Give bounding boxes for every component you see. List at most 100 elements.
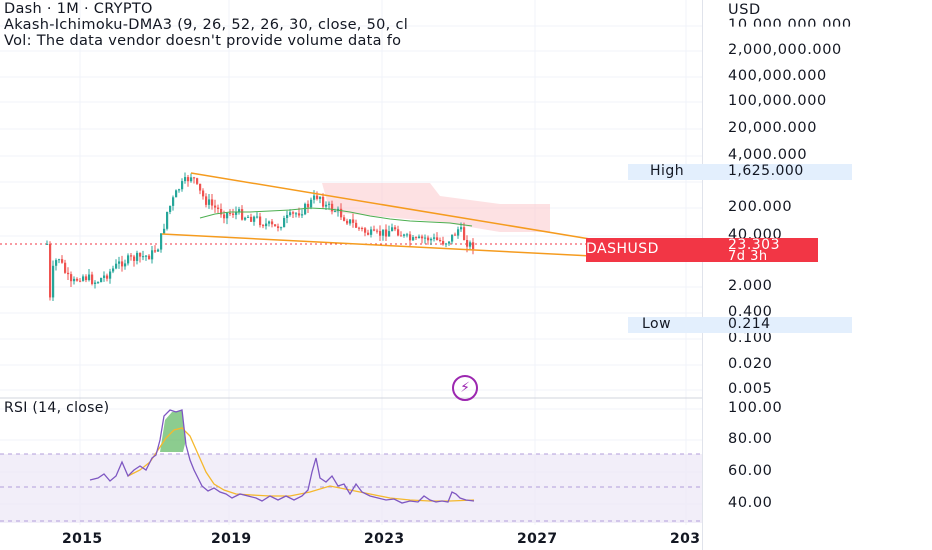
candle-body — [157, 249, 160, 252]
price-tick: 2,000,000.000 — [728, 42, 842, 58]
price-tick: 4,000.000 — [728, 147, 808, 163]
candle-body — [301, 214, 304, 216]
candle-body — [118, 261, 121, 264]
candle-body — [355, 222, 358, 228]
candle-body — [208, 199, 211, 205]
price-tick: 0.100 — [728, 330, 773, 346]
candle-body — [448, 241, 451, 244]
candle-body — [154, 250, 157, 252]
candle-body — [331, 203, 334, 212]
candle-body — [343, 217, 346, 221]
price-chart-canvas[interactable] — [0, 0, 702, 550]
price-axis[interactable] — [702, 0, 932, 550]
candle-body — [382, 229, 385, 236]
high-value: 1,625.000 — [728, 163, 804, 179]
price-tick: 0.400 — [728, 304, 773, 320]
candle-body — [358, 227, 361, 229]
candle-body — [124, 263, 127, 267]
price-tag-symbol: DASHUSD — [586, 241, 659, 257]
rsi-ma-line — [127, 427, 475, 502]
low-value: 0.214 — [728, 316, 771, 332]
price-tick: 0.005 — [728, 381, 773, 397]
candle-body — [55, 260, 58, 266]
candle-body — [190, 177, 193, 182]
lightning-icon[interactable]: ⚡ — [452, 375, 478, 401]
candle-body — [103, 275, 106, 279]
candle-body — [73, 278, 76, 282]
candle-body — [322, 196, 325, 207]
candle-body — [460, 227, 463, 230]
candle-body — [361, 228, 364, 230]
candle-body — [280, 227, 283, 229]
price-tick: 0.020 — [728, 356, 773, 372]
candle-body — [418, 236, 421, 239]
candle-body — [196, 178, 199, 184]
price-tick: 400,000.000 — [728, 68, 827, 84]
candle-body — [346, 220, 349, 224]
rsi-tick: 40.00 — [728, 495, 773, 511]
candle-body — [406, 234, 409, 236]
symbol-legend[interactable]: Dash · 1M · CRYPTO — [4, 1, 153, 17]
candle-body — [289, 212, 292, 216]
candle-body — [238, 209, 241, 212]
candle-body — [67, 272, 70, 275]
wedge-upper-line — [190, 172, 597, 241]
price-tag[interactable]: DASHUSD 23.303 7d 3h — [586, 237, 818, 264]
candle-body — [250, 216, 253, 222]
candle-body — [316, 195, 319, 199]
candle-body — [193, 177, 196, 179]
candle-body — [214, 205, 217, 208]
candle-body — [370, 229, 373, 235]
moving-average-line — [199, 207, 473, 227]
time-tick: 2019 — [211, 531, 252, 547]
candle-body — [160, 233, 163, 250]
candle-body — [400, 235, 403, 237]
candle-body — [439, 240, 442, 242]
rsi-tick: 60.00 — [728, 463, 773, 479]
candle-body — [145, 255, 148, 257]
price-tick: 2.000 — [728, 278, 773, 294]
candle-body — [391, 227, 394, 232]
candle-body — [133, 256, 136, 261]
candle-body — [220, 208, 223, 215]
candle-body — [211, 199, 214, 206]
ichimoku-cloud — [322, 183, 550, 232]
candle-body — [307, 203, 310, 208]
candle-body — [340, 208, 343, 218]
rsi-legend[interactable]: RSI (14, close) — [4, 400, 110, 416]
price-tick: 200.000 — [728, 199, 793, 215]
candle-body — [433, 237, 436, 239]
candle-body — [223, 214, 226, 219]
price-chart-pane[interactable]: Dash · 1M · CRYPTO Akash-Ichimoku-DMA3 (… — [0, 0, 702, 550]
candle-body — [58, 259, 61, 261]
candle-body — [466, 240, 469, 247]
candle-body — [421, 236, 424, 239]
candle-body — [415, 237, 418, 239]
volume-legend[interactable]: Vol: The data vendor doesn't provide vol… — [4, 33, 402, 49]
candle-body — [94, 282, 97, 284]
candle-body — [199, 183, 202, 191]
rsi-line — [89, 409, 475, 504]
indicator-legend[interactable]: Akash-Ichimoku-DMA3 (9, 26, 52, 26, 30, … — [4, 17, 409, 33]
currency-label[interactable]: USD — [728, 2, 761, 18]
time-tick: 2023 — [364, 531, 405, 547]
time-tick: 2015 — [62, 531, 103, 547]
candle-body — [445, 243, 448, 245]
candle-body — [376, 230, 379, 232]
candle-body — [82, 276, 85, 281]
candle-body — [367, 232, 370, 235]
candle-body — [349, 219, 352, 224]
price-tag-price: 23.303 — [728, 237, 780, 253]
low-badge — [628, 317, 852, 333]
candle-body — [163, 228, 166, 234]
candle-body — [427, 237, 430, 241]
candle-body — [472, 242, 475, 250]
candle-body — [274, 224, 277, 227]
candle-body — [127, 255, 130, 264]
candle-body — [79, 280, 82, 282]
candle-body — [295, 213, 298, 215]
candle-body — [61, 259, 64, 263]
candle-body — [100, 278, 103, 283]
wedge-lower-line — [161, 233, 593, 257]
candle-body — [409, 234, 412, 241]
